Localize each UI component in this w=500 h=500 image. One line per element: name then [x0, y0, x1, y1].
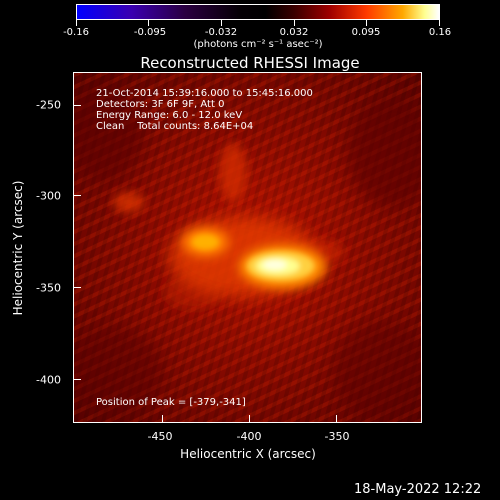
plot-title: Reconstructed RHESSI Image: [140, 54, 360, 72]
x-axis-label: Heliocentric X (arcsec): [180, 447, 316, 461]
colorbar-tick-label: 0.032: [279, 27, 309, 38]
solar-image-plot: 21-Oct-2014 15:39:16.000 to 15:45:16.000…: [73, 72, 422, 423]
generation-timestamp: 18-May-2022 12:22: [354, 482, 482, 497]
solar-image: [74, 73, 421, 422]
y-axis-tick: [73, 195, 81, 196]
colorbar-tick-label: -0.095: [133, 27, 167, 38]
x-axis-tick: [162, 415, 163, 423]
y-axis-label: Heliocentric Y (arcsec): [11, 180, 25, 316]
colorbar-tick-label: 0.095: [351, 27, 381, 38]
x-tick-label: -350: [324, 430, 350, 443]
x-axis-tick: [336, 415, 337, 423]
colorbar-tick: [439, 20, 440, 26]
observation-time-range: 21-Oct-2014 15:39:16.000 to 15:45:16.000: [96, 88, 313, 99]
x-axis-tick: [249, 415, 250, 423]
colorbar-tick: [76, 20, 77, 26]
y-axis-tick: [73, 287, 81, 288]
peak-position-label: Position of Peak = [-379,-341]: [96, 397, 246, 408]
colorbar-tick: [366, 20, 367, 26]
colorbar: [76, 4, 440, 20]
x-tick-label: -450: [147, 430, 173, 443]
detectors-info: Detectors: 3F 6F 9F, Att 0: [96, 99, 225, 110]
colorbar-tick-label: 0.16: [428, 27, 452, 38]
colorbar-tick: [294, 20, 295, 26]
y-tick-label: -300: [36, 189, 61, 203]
energy-range-info: Energy Range: 6.0 - 12.0 keV: [96, 110, 243, 121]
colorbar-tick: [148, 20, 149, 26]
y-axis-tick: [73, 105, 81, 106]
colorbar-unit-label: (photons cm⁻² s⁻¹ asec⁻²): [193, 39, 323, 50]
clean-counts-info: Clean Total counts: 8.64E+04: [96, 121, 254, 132]
x-tick-label: -400: [236, 430, 262, 443]
colorbar-tick-label: -0.16: [63, 27, 89, 38]
y-axis-tick: [73, 379, 81, 380]
colorbar-gradient: [77, 5, 439, 19]
y-tick-label: -350: [36, 281, 61, 295]
y-tick-label: -400: [36, 373, 61, 387]
colorbar-tick-label: -0.032: [204, 27, 238, 38]
colorbar-tick: [221, 20, 222, 26]
y-tick-label: -250: [36, 98, 61, 112]
